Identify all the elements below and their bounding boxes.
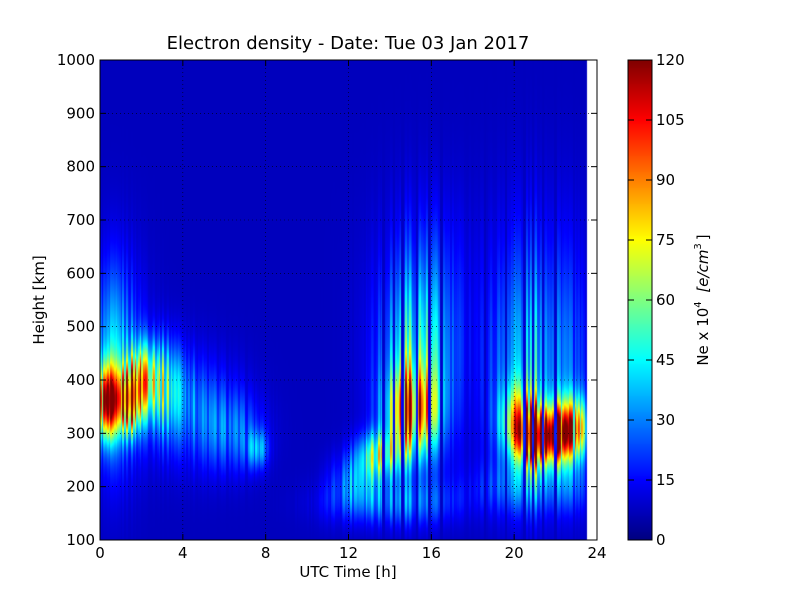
y-tick-label: 300 [66, 424, 95, 442]
x-tick-label: 4 [178, 544, 188, 562]
colorbar-tick-label: 60 [656, 291, 675, 309]
y-tick-label: 800 [66, 158, 95, 176]
colorbar-tick-label: 30 [656, 411, 675, 429]
x-axis-ticks: 0 4 8 12 16 20 24 [95, 60, 607, 562]
colorbar-label-prefix: Ne x 10 [694, 308, 712, 366]
x-tick-label: 8 [261, 544, 271, 562]
x-axis-label: UTC Time [h] [299, 563, 396, 581]
y-tick-label: 200 [66, 478, 95, 496]
x-tick-label: 16 [422, 544, 441, 562]
colorbar-tick-label: 105 [656, 111, 685, 129]
colorbar-label-unit-exponent: 3 [693, 243, 704, 249]
y-tick-label: 500 [66, 318, 95, 336]
colorbar: 0 15 30 45 60 75 90 105 120 Ne x 104 [e/cm3] [627, 51, 712, 549]
colorbar-label-unit: [e/cm [694, 250, 712, 293]
y-tick-label: 400 [66, 371, 95, 389]
svg-text:Ne x 104 [e/cm3]: Ne x 104 [e/cm3] [693, 234, 712, 365]
grid-lines [100, 60, 597, 540]
x-tick-label: 12 [339, 544, 358, 562]
colorbar-tick-label: 15 [656, 471, 675, 489]
y-tick-label: 900 [66, 104, 95, 122]
colorbar-tick-label: 120 [656, 51, 685, 69]
y-tick-label: 700 [66, 211, 95, 229]
heatmap-plot: 0 4 8 12 16 20 24 1002003004005006007008009001… [57, 51, 607, 562]
colorbar-label-exponent: 4 [693, 301, 704, 307]
x-tick-label: 0 [95, 544, 105, 562]
y-tick-label: 1000 [57, 51, 95, 69]
colorbar-label: Ne x 104 [e/cm3] [693, 234, 712, 365]
y-axis-label: Height [km] [30, 255, 48, 344]
y-tick-label: 100 [66, 531, 95, 549]
colorbar-ticks: 0 15 30 45 60 75 90 105 120 [628, 51, 685, 549]
colorbar-label-close: ] [694, 234, 712, 240]
colorbar-tick-label: 45 [656, 351, 675, 369]
colorbar-tick-label: 0 [656, 531, 666, 549]
colorbar-tick-label: 75 [656, 231, 675, 249]
x-tick-label: 24 [587, 544, 606, 562]
x-tick-label: 20 [505, 544, 524, 562]
colorbar-tick-label: 90 [656, 171, 675, 189]
chart-title: Electron density - Date: Tue 03 Jan 2017 [167, 33, 530, 54]
y-tick-label: 600 [66, 264, 95, 282]
y-axis-ticks: 100 200 300 400 500 600 700 800 900 1000 [57, 51, 597, 549]
